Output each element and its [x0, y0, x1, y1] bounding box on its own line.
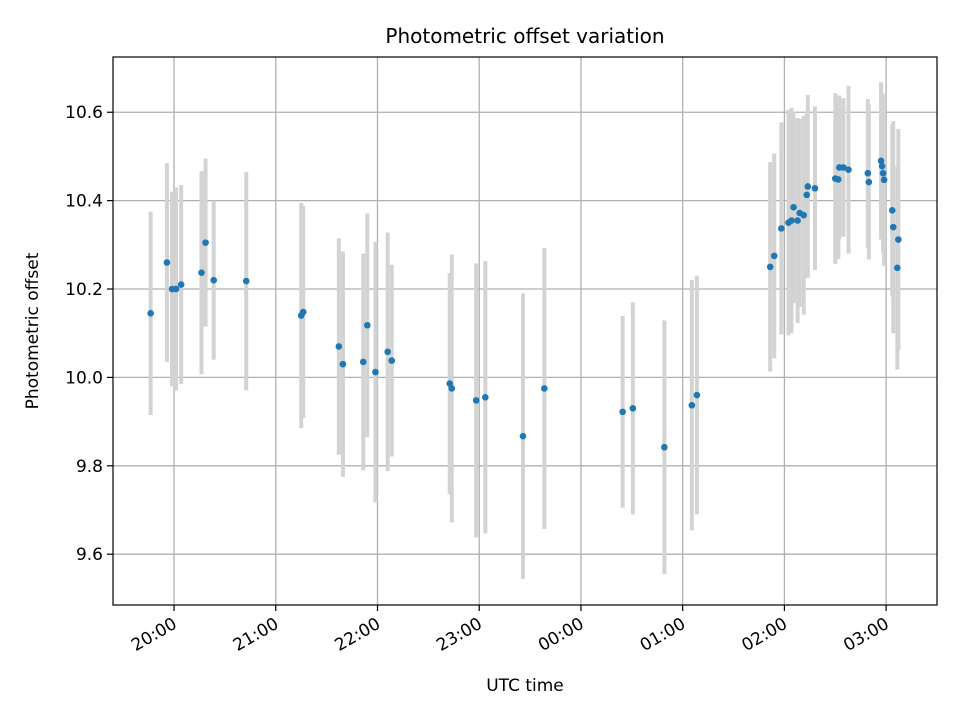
y-tick-label: 9.8 — [76, 457, 103, 477]
data-point — [840, 164, 847, 171]
data-point — [339, 360, 347, 368]
data-point — [384, 348, 391, 356]
data-point — [198, 269, 205, 276]
data-point — [803, 191, 811, 199]
data-point — [894, 264, 901, 272]
data-point — [335, 343, 343, 350]
grid — [113, 57, 937, 605]
chart-title: Photometric offset variation — [385, 24, 664, 48]
data-point — [889, 223, 897, 231]
data-point — [177, 281, 185, 288]
data-point — [202, 239, 209, 246]
data-point — [519, 432, 527, 440]
data-point — [778, 225, 785, 232]
data-point — [880, 176, 888, 184]
data-point — [770, 252, 778, 260]
data-point — [688, 401, 696, 409]
plot-area-frame — [112, 56, 938, 606]
data-point — [835, 176, 842, 183]
data-point — [845, 166, 852, 173]
data-points — [147, 157, 902, 451]
data-point — [163, 259, 171, 266]
y-axis-label: Photometric offset — [23, 252, 43, 409]
data-point — [661, 443, 668, 451]
data-point — [448, 385, 456, 392]
data-point — [766, 263, 774, 271]
data-point — [172, 285, 180, 293]
data-point — [865, 178, 873, 186]
data-point — [864, 169, 872, 177]
data-point — [147, 310, 154, 317]
data-point — [364, 321, 371, 329]
data-point — [482, 393, 489, 401]
data-point — [804, 183, 812, 190]
data-point — [629, 405, 637, 412]
data-point — [788, 217, 795, 224]
data-point — [372, 368, 379, 376]
data-point — [541, 385, 548, 392]
data-point — [299, 308, 307, 316]
data-point — [693, 391, 701, 399]
y-tick-label: 10.0 — [65, 368, 103, 388]
y-tick-label: 10.2 — [65, 280, 103, 300]
y-tick-label: 9.6 — [76, 545, 103, 565]
data-point — [472, 397, 480, 404]
data-point — [879, 169, 887, 177]
data-point — [790, 203, 797, 211]
data-point — [210, 276, 218, 284]
y-tick-label: 10.4 — [65, 192, 103, 212]
data-point — [811, 184, 819, 192]
data-point — [888, 207, 896, 214]
data-point — [388, 357, 396, 364]
y-tick-label: 10.6 — [65, 103, 103, 123]
data-point — [619, 408, 626, 416]
data-point — [242, 277, 250, 285]
data-point — [359, 358, 367, 366]
data-point — [878, 162, 886, 170]
y-axis-ticks: 9.6 9.8 10.0 10.2 10.4 10.6 — [65, 103, 113, 565]
x-axis-label: UTC time — [486, 676, 564, 696]
data-point — [877, 157, 885, 165]
data-point — [895, 236, 902, 243]
data-point — [794, 217, 801, 224]
data-point — [800, 211, 808, 219]
